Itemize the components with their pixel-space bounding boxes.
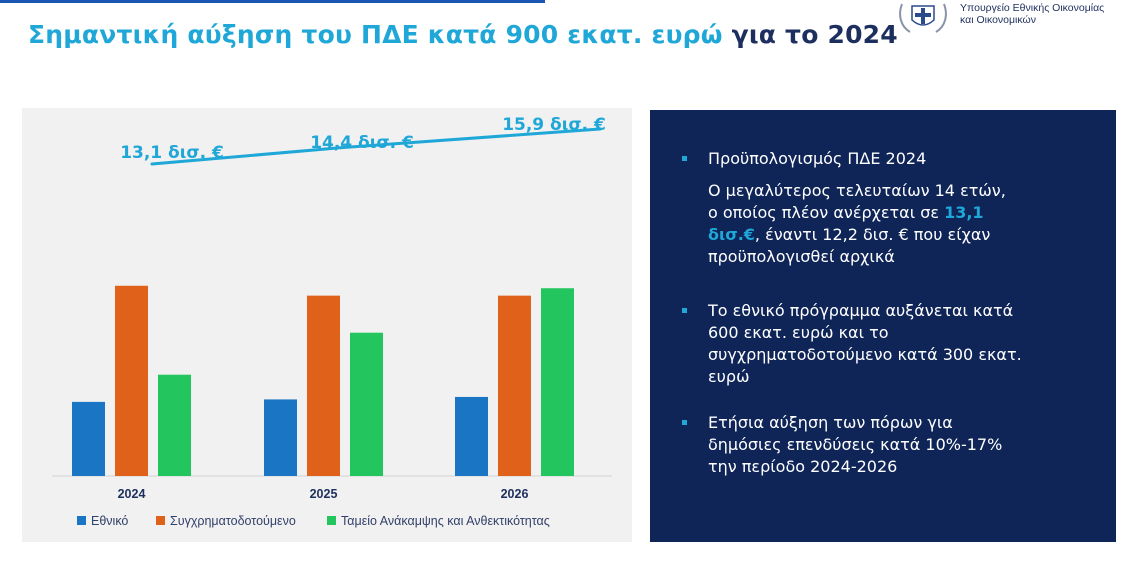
bar-2024-series-1: [115, 285, 148, 476]
legend-item-tameio: Ταμείο Ανάκαμψης και Ανθεκτικότητας: [327, 514, 550, 528]
bar-2025-series-1: [307, 295, 340, 476]
legend-item-sygxrimatodotoumeno: Συγχρηματοδοτούμενο: [156, 514, 296, 528]
page-title: Σημαντική αύξηση του ΠΔΕ κατά 900 εκατ. …: [28, 20, 898, 49]
bullet-budget-line3-text: , έναντι 12,2 δισ. € που είχαν: [754, 225, 991, 244]
bullet-marker: [682, 156, 687, 161]
bullet-annual-line2: δημόσιες επενδύσεις κατά 10%-17%: [708, 435, 1003, 454]
bullet-national-line1: Το εθνικό πρόγραμμα αυξάνεται κατά: [708, 301, 1014, 320]
bullet-national-line3: συγχρηματοδοτούμενο κατά 300 εκατ.: [708, 345, 1022, 364]
x-tick-label-2026: 2026: [501, 487, 529, 501]
bullet-budget-line2-text: ο οποίος πλέον ανέρχεται σε: [708, 203, 939, 222]
x-tick-label-2024: 2024: [118, 487, 146, 501]
bullet-marker: [682, 308, 687, 313]
ministry-name: Υπουργείο Εθνικής Οικονομίας και Οικονομ…: [960, 2, 1104, 26]
ministry-name-line1: Υπουργείο Εθνικής Οικονομίας: [960, 2, 1105, 14]
legend-item-ethniko: Εθνικό: [77, 514, 128, 528]
top-accent-line: [0, 0, 545, 3]
bar-2024-series-0: [72, 401, 105, 476]
bullet-national-line2: 600 εκατ. ευρώ και το: [708, 323, 889, 342]
page-title-rest: για το 2024: [731, 20, 898, 49]
total-label-2025: 14,4 δισ. €: [310, 133, 414, 153]
page-title-highlight: Σημαντική αύξηση του ΠΔΕ κατά 900 εκατ. …: [28, 20, 723, 49]
ministry-name-line2: και Οικονομικών: [960, 14, 1036, 26]
ministry-emblem-logo: [899, 3, 947, 33]
legend-label-ethniko: Εθνικό: [91, 514, 129, 528]
bullet-budget-line4: προϋπολογισθεί αρχικά: [708, 247, 895, 266]
bar-2026-series-2: [541, 288, 574, 476]
bar-2024-series-2: [158, 374, 191, 476]
bullet-national-line4: ευρώ: [708, 367, 750, 386]
bullet-budget-highlight-amount: 13,1: [944, 203, 984, 222]
total-label-2024: 13,1 δισ. €: [120, 143, 224, 163]
bar-2026-series-1: [498, 295, 531, 476]
bullet-budget: Προϋπολογισμός ΠΔΕ 2024 Ο μεγαλύτερος τε…: [682, 148, 1006, 268]
bar-chart: 2024 2025 2026 13,1 δισ. € 14,4 δισ. € 15,9 δ…: [52, 115, 612, 501]
bar-2026-series-0: [455, 396, 488, 476]
total-label-2026: 15,9 δισ. €: [502, 115, 606, 135]
bullet-annual-line1: Ετήσια αύξηση των πόρων για: [708, 413, 953, 432]
bullet-budget-line1: Ο μεγαλύτερος τελευταίων 14 ετών,: [708, 181, 1006, 200]
total-trend-line: [150, 127, 602, 166]
bullet-annual-increase: Ετήσια αύξηση των πόρων για δημόσιες επε…: [682, 412, 1003, 478]
bullet-budget-highlight-unit: δισ.€: [708, 225, 755, 244]
legend-swatch-tameio: [327, 516, 336, 525]
info-panel: Προϋπολογισμός ΠΔΕ 2024 Ο μεγαλύτερος τε…: [650, 110, 1116, 542]
bar-2025-series-0: [264, 399, 297, 476]
bullet-budget-line2: ο οποίος πλέον ανέρχεται σε 13,1: [708, 202, 1006, 224]
legend-swatch-ethniko: [77, 516, 86, 525]
bullet-budget-title: Προϋπολογισμός ΠΔΕ 2024: [708, 149, 927, 168]
bar-2025-series-2: [350, 332, 383, 476]
bullet-national-program: Το εθνικό πρόγραμμα αυξάνεται κατά 600 ε…: [682, 300, 1022, 388]
bullet-budget-line3: δισ.€, έναντι 12,2 δισ. € που είχαν: [708, 224, 1006, 246]
chart-panel: 2024 2025 2026 13,1 δισ. € 14,4 δισ. € 15,9 δ…: [22, 108, 632, 542]
legend-label-sygxrimatodotoumeno: Συγχρηματοδοτούμενο: [170, 514, 296, 528]
legend-swatch-sygxrimatodotoumeno: [156, 516, 165, 525]
x-tick-label-2025: 2025: [310, 487, 338, 501]
legend-label-tameio: Ταμείο Ανάκαμψης και Ανθεκτικότητας: [341, 514, 550, 528]
bullet-marker: [682, 420, 687, 425]
bullet-annual-line3: την περίοδο 2024-2026: [708, 457, 898, 476]
